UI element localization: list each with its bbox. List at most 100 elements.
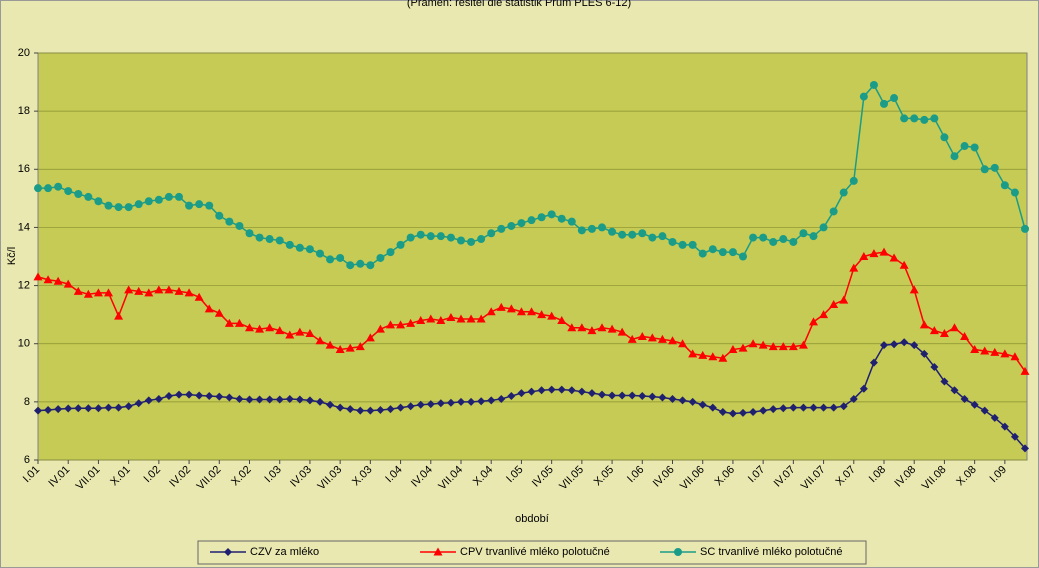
- marker: [567, 323, 577, 332]
- marker: [476, 314, 486, 323]
- marker: [275, 236, 284, 245]
- marker: [839, 295, 849, 304]
- marker: [829, 207, 838, 216]
- marker: [134, 286, 144, 295]
- marker: [678, 396, 687, 405]
- marker: [225, 217, 234, 226]
- marker: [759, 406, 768, 415]
- legend-marker: [674, 548, 682, 556]
- marker: [547, 385, 556, 394]
- marker: [718, 353, 728, 362]
- marker: [587, 389, 596, 398]
- marker: [920, 115, 929, 124]
- marker: [698, 249, 707, 258]
- marker: [356, 406, 365, 415]
- marker: [355, 342, 365, 351]
- marker: [880, 99, 888, 108]
- marker: [104, 288, 113, 297]
- marker: [728, 345, 738, 354]
- marker: [295, 327, 305, 336]
- marker: [517, 389, 526, 398]
- marker: [890, 340, 899, 349]
- marker: [245, 229, 254, 238]
- marker: [990, 163, 999, 172]
- marker: [849, 394, 858, 403]
- marker: [134, 399, 143, 408]
- marker: [305, 396, 314, 405]
- marker: [496, 302, 506, 311]
- marker: [507, 221, 516, 230]
- marker: [446, 233, 455, 242]
- marker: [1010, 432, 1019, 441]
- marker: [467, 237, 476, 246]
- marker: [668, 336, 677, 345]
- marker: [376, 405, 385, 414]
- marker: [214, 308, 224, 317]
- y-tick-label: 12: [18, 279, 30, 291]
- marker: [799, 403, 808, 412]
- marker: [849, 176, 858, 185]
- marker: [708, 403, 717, 412]
- x-axis-label: období: [515, 513, 549, 525]
- marker: [316, 249, 324, 258]
- marker: [537, 310, 547, 319]
- marker: [547, 210, 556, 219]
- marker: [487, 396, 496, 405]
- marker: [466, 314, 476, 323]
- marker: [275, 326, 285, 335]
- marker: [406, 402, 415, 411]
- marker: [366, 406, 375, 415]
- marker: [809, 317, 818, 326]
- marker: [426, 314, 436, 323]
- marker: [255, 233, 264, 242]
- marker: [970, 400, 979, 409]
- marker: [114, 311, 124, 320]
- marker: [779, 404, 788, 413]
- marker: [1000, 422, 1009, 431]
- marker: [799, 229, 808, 238]
- marker: [164, 392, 173, 401]
- marker: [940, 133, 949, 142]
- marker: [436, 399, 445, 408]
- marker: [175, 390, 183, 399]
- marker: [396, 240, 405, 249]
- marker: [215, 211, 224, 220]
- marker: [456, 314, 466, 323]
- marker: [457, 236, 465, 245]
- marker: [396, 320, 406, 329]
- marker: [345, 343, 355, 352]
- marker: [939, 329, 949, 338]
- marker: [275, 395, 284, 404]
- marker: [728, 248, 737, 257]
- marker: [527, 387, 536, 396]
- marker: [225, 393, 234, 402]
- marker: [769, 405, 778, 414]
- marker: [648, 233, 657, 242]
- marker: [124, 402, 133, 411]
- marker: [124, 285, 134, 294]
- marker: [678, 339, 688, 348]
- marker: [205, 201, 214, 210]
- marker: [587, 326, 597, 335]
- marker: [628, 391, 637, 400]
- marker: [346, 261, 355, 270]
- marker: [557, 214, 566, 223]
- marker: [416, 400, 425, 409]
- marker: [335, 345, 345, 354]
- marker: [567, 386, 576, 395]
- marker: [708, 352, 718, 361]
- marker: [739, 408, 747, 417]
- marker: [205, 392, 214, 401]
- marker: [144, 197, 153, 206]
- marker: [144, 288, 154, 297]
- marker: [597, 323, 607, 332]
- marker: [516, 307, 526, 316]
- marker: [325, 340, 335, 349]
- chart-title: (Pramen: řešitel dle statistik Prům PLES…: [407, 0, 631, 9]
- marker: [829, 403, 838, 412]
- marker: [657, 334, 667, 343]
- marker: [154, 195, 163, 204]
- marker: [53, 276, 63, 285]
- marker: [436, 315, 446, 324]
- marker: [185, 201, 194, 210]
